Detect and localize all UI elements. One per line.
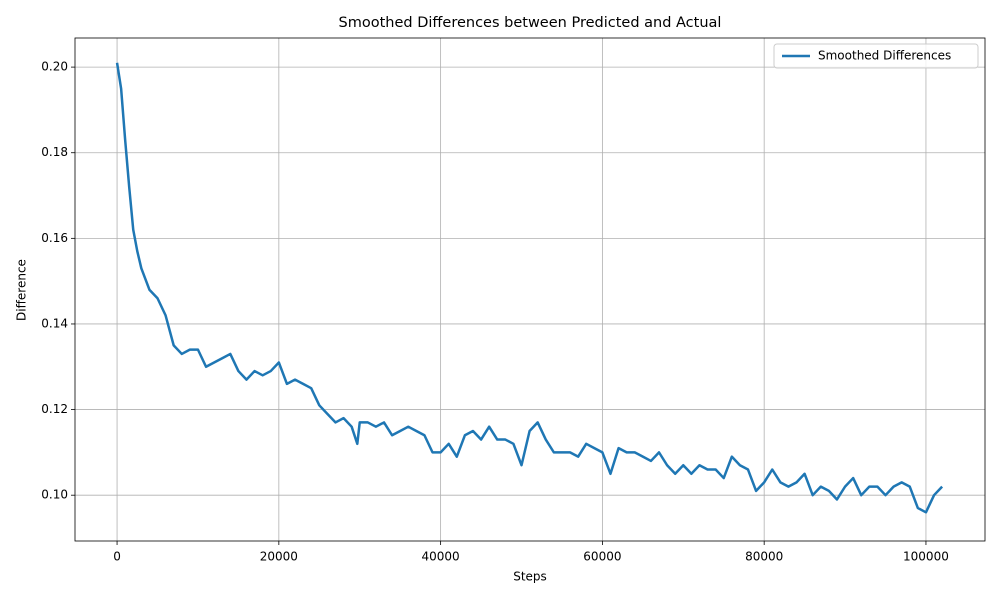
- legend-box: [773, 43, 979, 69]
- y-axis-label: Difference: [15, 259, 29, 321]
- legend-label: Smoothed Differences: [818, 49, 951, 63]
- x-tick-label: 60000: [583, 550, 621, 564]
- x-tick-label: 100000: [903, 550, 949, 564]
- x-tick-label: 20000: [260, 550, 298, 564]
- x-tick-label: 40000: [422, 550, 460, 564]
- y-tick-label: 0.10: [41, 488, 68, 502]
- y-tick-label: 0.18: [41, 145, 68, 159]
- plot-frame: [74, 37, 986, 542]
- data-line: [115, 62, 944, 514]
- y-tick-label: 0.20: [41, 60, 68, 74]
- y-tick-label: 0.14: [41, 316, 68, 330]
- y-tick-label: 0.16: [41, 231, 68, 245]
- x-tick-label: 0: [113, 550, 121, 564]
- x-tick-label: 80000: [745, 550, 783, 564]
- chart-title: Smoothed Differences between Predicted a…: [339, 15, 722, 31]
- y-tick-label: 0.12: [41, 402, 68, 416]
- x-axis-label: Steps: [513, 570, 547, 584]
